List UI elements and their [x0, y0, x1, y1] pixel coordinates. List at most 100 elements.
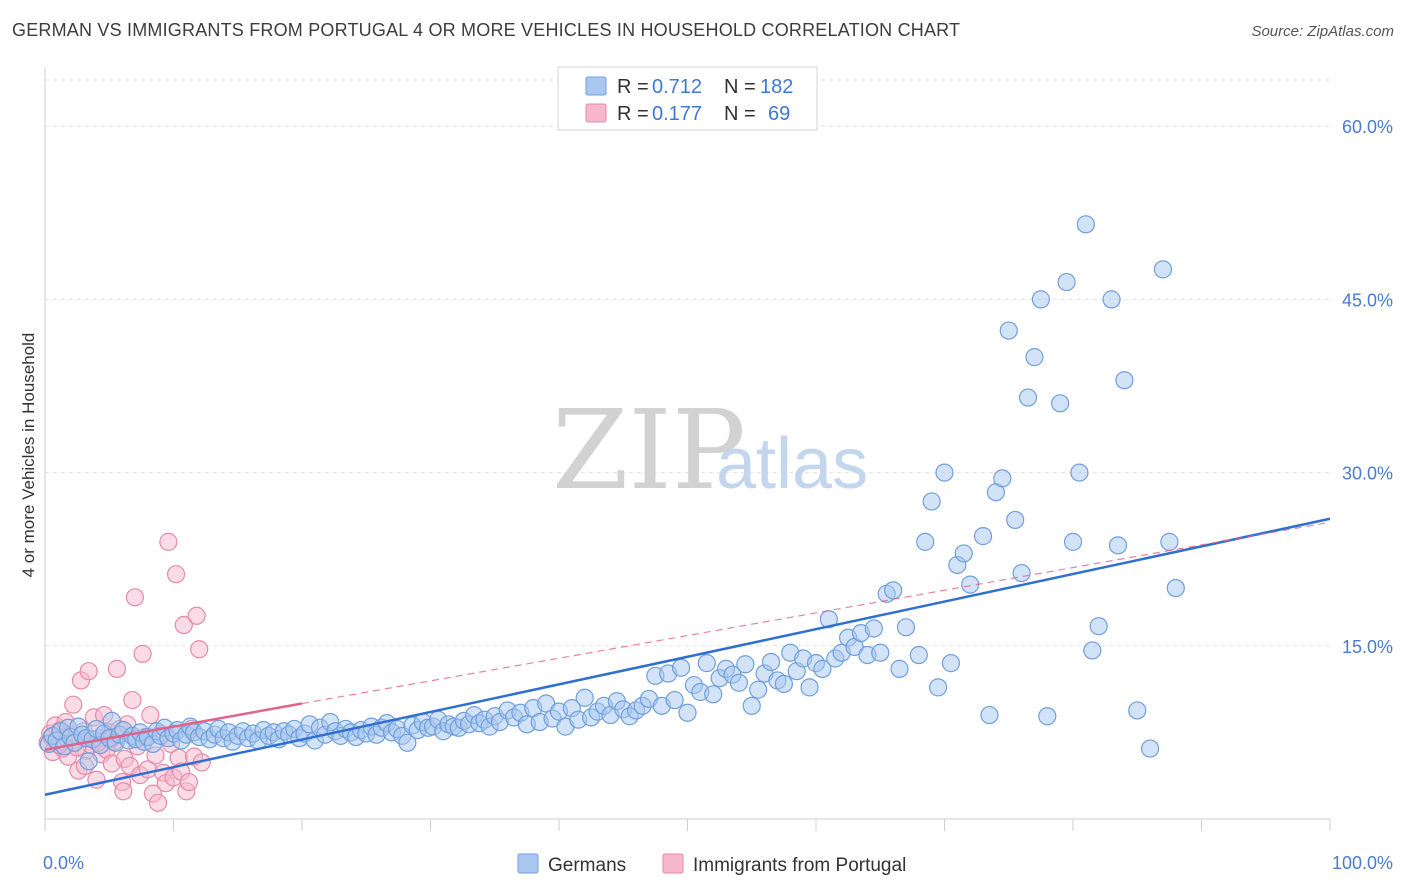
- portugal-trend-line-extrapolated: [301, 521, 1331, 705]
- portugal-point: [187, 606, 206, 625]
- legend-n-label-portugal: N =: [724, 103, 756, 125]
- x-tick-label: 0.0%: [43, 853, 84, 873]
- germans-point: [1025, 348, 1044, 367]
- germans-point: [1031, 290, 1050, 309]
- tick-labels: 15.0% 30.0% 45.0% 60.0% 0.0% 100.0%: [43, 117, 1393, 873]
- germans-point: [774, 674, 793, 694]
- portugal-trend-line: [44, 702, 303, 751]
- germans-point: [928, 678, 948, 697]
- portugal-point: [141, 705, 160, 725]
- chart-title: GERMAN VS IMMIGRANTS FROM PORTUGAL 4 OR …: [12, 20, 961, 40]
- germans-point: [922, 492, 941, 511]
- germans-point: [736, 655, 755, 674]
- y-tick-label: 15.0%: [1342, 637, 1393, 657]
- germans-point: [1038, 707, 1057, 726]
- germans-point: [909, 645, 928, 665]
- legend-n-label-germans: N =: [724, 76, 756, 98]
- germans-point: [697, 654, 716, 673]
- portugal-point: [107, 659, 127, 678]
- germans-point: [671, 658, 691, 677]
- legend-n-value-portugal: 69: [768, 103, 790, 125]
- x-tick-label: 100.0%: [1332, 853, 1393, 873]
- portugal-point: [148, 793, 168, 812]
- germans-point: [864, 619, 883, 638]
- germans-point: [1006, 510, 1025, 530]
- legend-r-label-germans: R =: [617, 76, 649, 98]
- germans-point: [916, 532, 935, 551]
- germans-point: [398, 733, 417, 752]
- axes: [44, 67, 1331, 831]
- portugal-point: [166, 565, 186, 584]
- germans-point: [1115, 371, 1134, 390]
- legend-swatch-germans: [585, 76, 607, 96]
- germans-point: [871, 643, 890, 662]
- portugal-point: [190, 640, 209, 659]
- y-tick-label: 60.0%: [1342, 117, 1393, 137]
- legend-r-value-portugal: 0.177: [652, 103, 702, 125]
- germans-point: [941, 654, 961, 673]
- watermark-atlas: atlas: [716, 424, 868, 504]
- germans-point: [1140, 739, 1160, 758]
- germans-point: [1108, 536, 1128, 555]
- y-tick-label: 30.0%: [1342, 464, 1393, 484]
- watermark-zip: ZIP: [552, 386, 746, 514]
- germans-point: [1089, 617, 1108, 636]
- portugal-point: [174, 615, 193, 635]
- germans-point: [749, 680, 768, 699]
- legend-swatch-portugal: [585, 103, 607, 123]
- germans-point: [704, 685, 723, 704]
- germans-point: [1166, 578, 1185, 598]
- germans-point: [999, 321, 1018, 340]
- watermark: ZIP atlas: [552, 386, 868, 514]
- germans-point: [1083, 641, 1102, 660]
- germans-point: [993, 469, 1012, 488]
- bottom-legend-portugal: Immigrants from Portugal: [693, 855, 906, 876]
- legend-r-label-portugal: R =: [617, 103, 649, 125]
- germans-point: [1063, 532, 1083, 551]
- y-tick-label: 45.0%: [1342, 290, 1393, 310]
- germans-point: [537, 694, 556, 713]
- bottom-legend-swatch-germans: [517, 853, 539, 874]
- germans-trend-line: [44, 517, 1331, 796]
- germans-points: [39, 215, 1185, 771]
- germans-point: [1051, 394, 1070, 413]
- portugal-points: [38, 532, 211, 812]
- portugal-point: [114, 782, 133, 801]
- germans-point: [1102, 290, 1121, 309]
- germans-point: [1076, 215, 1095, 234]
- legend-n-value-germans: 182: [760, 76, 793, 98]
- germans-point: [1160, 532, 1179, 551]
- germans-point: [1057, 272, 1076, 292]
- source-credit: Source: ZipAtlas.com: [1251, 23, 1394, 40]
- trend-lines: [44, 517, 1331, 796]
- germans-point: [742, 696, 761, 715]
- legend-r-value-germans: 0.712: [652, 76, 702, 98]
- germans-point: [973, 527, 993, 546]
- germans-point: [1012, 563, 1031, 583]
- portugal-point: [159, 532, 178, 551]
- germans-point: [935, 463, 954, 482]
- bottom-legend-swatch-portugal: [662, 853, 684, 874]
- germans-point: [800, 678, 819, 697]
- bottom-legend: Germans Immigrants from Portugal: [517, 853, 906, 876]
- germans-point: [678, 703, 697, 722]
- germans-point: [79, 752, 98, 771]
- portugal-point: [123, 690, 142, 710]
- germans-point: [729, 673, 749, 692]
- germans-point: [1153, 260, 1173, 279]
- germans-point: [980, 705, 999, 725]
- portugal-point: [179, 772, 199, 792]
- germans-point: [761, 652, 781, 672]
- germans-point: [575, 688, 594, 707]
- bottom-legend-germans: Germans: [548, 855, 626, 876]
- portugal-point: [64, 695, 83, 714]
- germans-point: [883, 581, 903, 600]
- germans-point: [813, 659, 832, 678]
- portugal-point: [79, 662, 98, 681]
- y-axis-label: 4 or more Vehicles in Household: [19, 333, 38, 578]
- germans-point: [1018, 388, 1038, 407]
- top-legend: R = 0.712 N = 182 R = 0.177 N = 69: [557, 66, 818, 131]
- portugal-point: [125, 588, 145, 607]
- germans-point: [1128, 701, 1147, 720]
